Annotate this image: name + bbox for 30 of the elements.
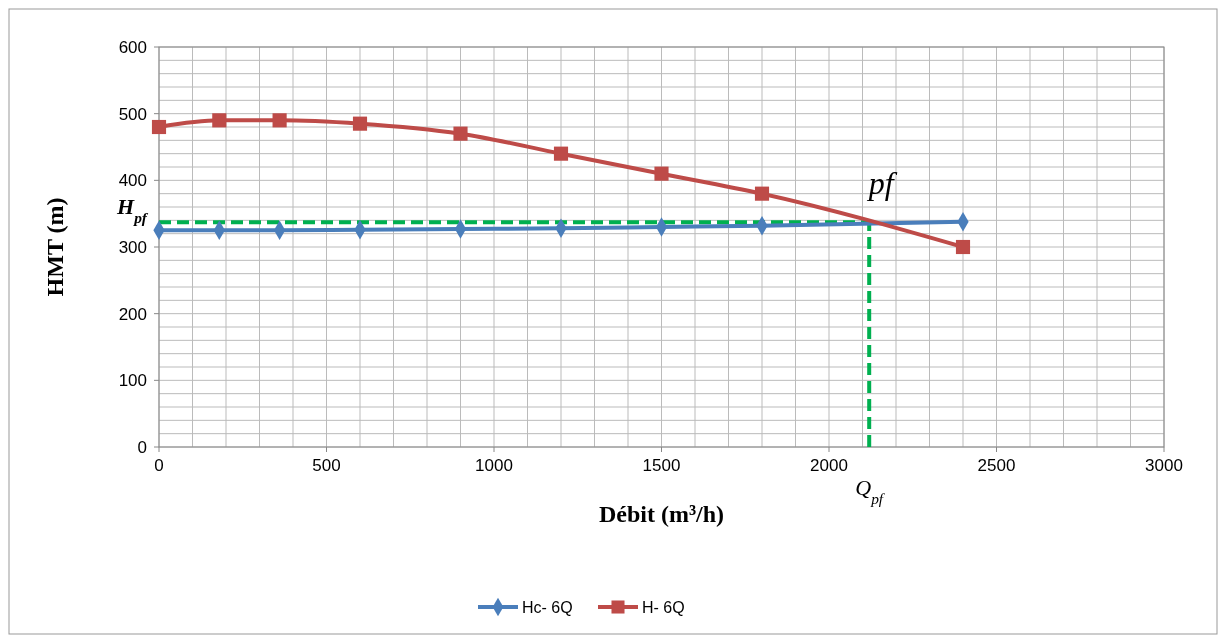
x-tick-label: 3000 bbox=[1145, 456, 1183, 475]
ref-line-label: H$_{pf}$ bbox=[116, 194, 149, 226]
point bbox=[553, 146, 569, 161]
y-tick-label: 0 bbox=[137, 438, 147, 457]
annotation: pf bbox=[866, 165, 898, 202]
y-tick-label: 300 bbox=[118, 238, 147, 257]
x-tick-label: 1000 bbox=[475, 456, 513, 475]
x-axis-title: Débit (m³/h) bbox=[598, 501, 725, 527]
y-tick-label: 500 bbox=[118, 104, 147, 124]
y-tick-label: 400 bbox=[118, 171, 147, 191]
point bbox=[453, 126, 468, 141]
point bbox=[754, 186, 770, 201]
point bbox=[352, 116, 368, 131]
ref-line-label: Q$_{pf}$ bbox=[855, 475, 886, 507]
point bbox=[654, 166, 669, 181]
legend-label: H- 6Q bbox=[642, 599, 685, 616]
y-axis-title: HMT (m) bbox=[42, 197, 68, 297]
y-tick-label: 600 bbox=[118, 38, 147, 57]
point bbox=[151, 119, 167, 135]
y-tick-label: 200 bbox=[118, 304, 147, 324]
x-tick-label: 2000 bbox=[810, 456, 848, 475]
x-tick-label: 0 bbox=[154, 456, 164, 475]
point bbox=[955, 239, 971, 255]
legend-label: Hc- 6Q bbox=[522, 599, 573, 616]
point bbox=[272, 113, 287, 128]
x-tick-label: 2500 bbox=[977, 456, 1016, 475]
x-tick-label: 1500 bbox=[642, 456, 681, 475]
y-tick-label: 100 bbox=[118, 371, 147, 391]
point bbox=[212, 113, 227, 128]
x-tick-label: 500 bbox=[312, 456, 341, 475]
